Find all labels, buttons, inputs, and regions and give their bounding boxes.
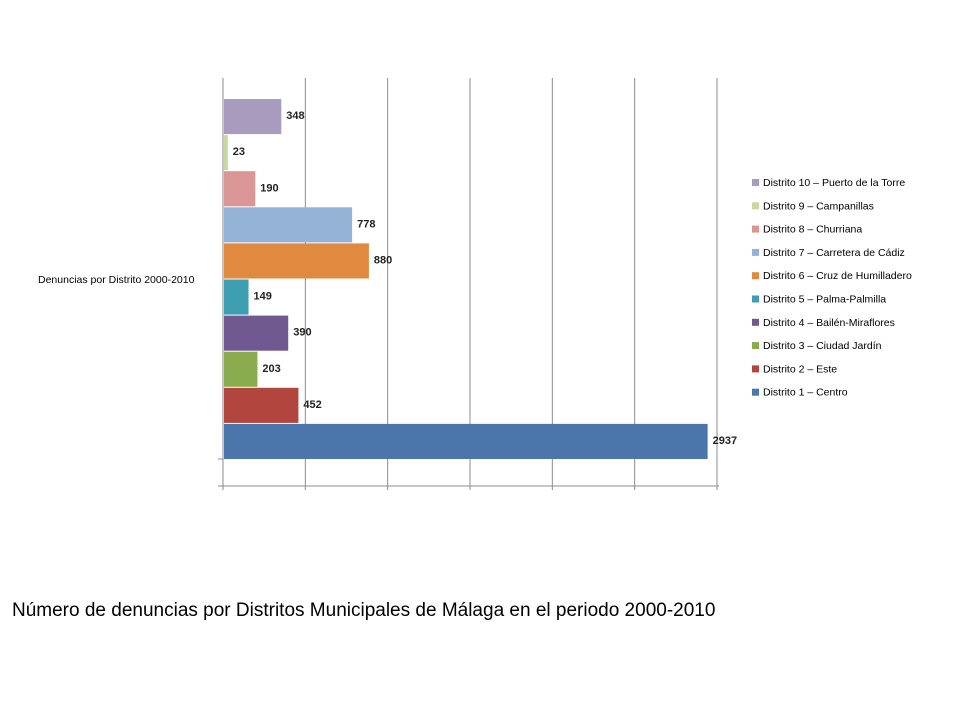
legend: Distrito 10 – Puerto de la Torre Distrito…: [752, 177, 912, 399]
data-label: 452: [303, 399, 321, 411]
legend-swatch: [752, 225, 759, 233]
legend-label: Distrito 5 – Palma-Palmilla: [763, 294, 886, 306]
data-label: 390: [293, 327, 311, 339]
legend-label: Distrito 6 – Cruz de Humilladero: [763, 270, 912, 282]
legend-label: Distrito 1 – Centro: [763, 387, 848, 399]
data-label: 149: [254, 291, 272, 303]
legend-swatch: [752, 365, 759, 373]
data-label: 2937: [713, 435, 737, 447]
data-label: 348: [286, 110, 304, 122]
legend-label: Distrito 8 – Churriana: [763, 224, 862, 236]
bar: [224, 243, 369, 279]
data-label: 190: [260, 182, 278, 194]
data-label: 880: [374, 254, 392, 266]
data-label: 203: [262, 363, 280, 375]
data-labels: 348 23 190 778 880 149 390 203 452 2937: [233, 110, 737, 447]
axes: [218, 78, 719, 490]
legend-swatch: [752, 388, 759, 396]
legend-swatch: [752, 202, 759, 210]
legend-swatch: [752, 248, 759, 256]
figure-caption: Número de denuncias por Distritos Munici…: [12, 600, 716, 621]
bar: [224, 135, 228, 171]
bars: [224, 99, 708, 459]
legend-swatch: [752, 295, 759, 303]
legend-swatch: [752, 342, 759, 350]
legend-swatch: [752, 318, 759, 326]
data-label: 23: [233, 146, 245, 158]
legend-label: Distrito 4 – Bailén-Miraflores: [763, 317, 895, 329]
legend-label: Distrito 2 – Este: [763, 363, 837, 375]
bar: [224, 207, 353, 243]
data-label: 778: [357, 218, 375, 230]
legend-label: Distrito 10 – Puerto de la Torre: [763, 177, 905, 189]
bar: [224, 315, 289, 351]
bar: [224, 171, 256, 207]
bar: [224, 279, 249, 315]
legend-label: Distrito 9 – Campanillas: [763, 200, 874, 212]
legend-swatch: [752, 179, 759, 186]
category-axis-label: Denuncias por Distrito 2000-2010: [38, 274, 195, 286]
legend-label: Distrito 3 – Ciudad Jardín: [763, 340, 882, 352]
bar: [224, 387, 299, 423]
legend-label: Distrito 7 – Carretera de Cádiz: [763, 247, 905, 259]
bar: [224, 423, 708, 459]
legend-swatch: [752, 272, 759, 280]
bar: [224, 99, 282, 135]
grid-lines: [304, 78, 718, 486]
bar: [224, 351, 258, 387]
